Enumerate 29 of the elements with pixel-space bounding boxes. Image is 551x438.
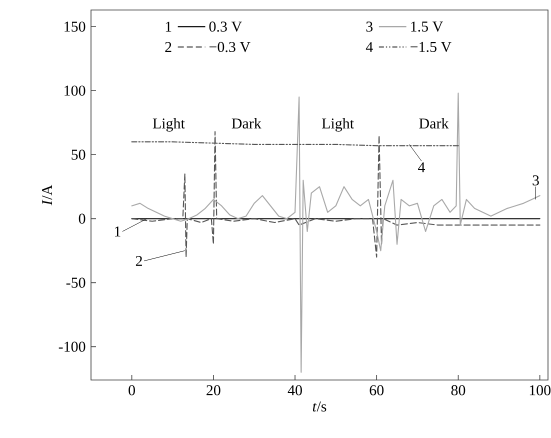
annotation: 1 — [114, 226, 120, 236]
legend-label: −0.3 V — [209, 42, 250, 52]
x-axis-title: t/s — [312, 402, 326, 412]
annotation: Dark — [419, 118, 449, 129]
y-tick-label: -50 — [66, 278, 86, 288]
annotation: 4 — [418, 162, 426, 172]
y-tick-label: -100 — [58, 342, 86, 352]
text: 4 — [366, 42, 373, 52]
y-tick-label: 50 — [72, 150, 86, 160]
y-tick-label: 150 — [64, 22, 86, 32]
annotation: 3 — [532, 175, 539, 186]
x-tick-label: 80 — [451, 385, 466, 396]
text: 1 — [166, 22, 172, 32]
y-tick-label: 0 — [78, 214, 86, 224]
text: 2 — [165, 42, 172, 52]
legend-label: 1.5 V — [411, 22, 443, 32]
annotation: Light — [322, 118, 354, 132]
annotation: Dark — [232, 118, 262, 129]
annotation: 2 — [136, 256, 142, 266]
x-tick-label: 100 — [530, 385, 551, 396]
x-tick-label: 60 — [370, 385, 384, 396]
text: 3 — [366, 22, 373, 32]
x-tick-label: 40 — [288, 385, 302, 396]
x-tick-label: 20 — [206, 385, 220, 396]
legend-label: 0.3 V — [209, 22, 242, 32]
legend-label: −1.5 V — [410, 42, 452, 52]
x-tick-label: 0 — [128, 385, 135, 396]
annotation: Light — [152, 118, 185, 132]
y-tick-label: 100 — [64, 86, 86, 96]
